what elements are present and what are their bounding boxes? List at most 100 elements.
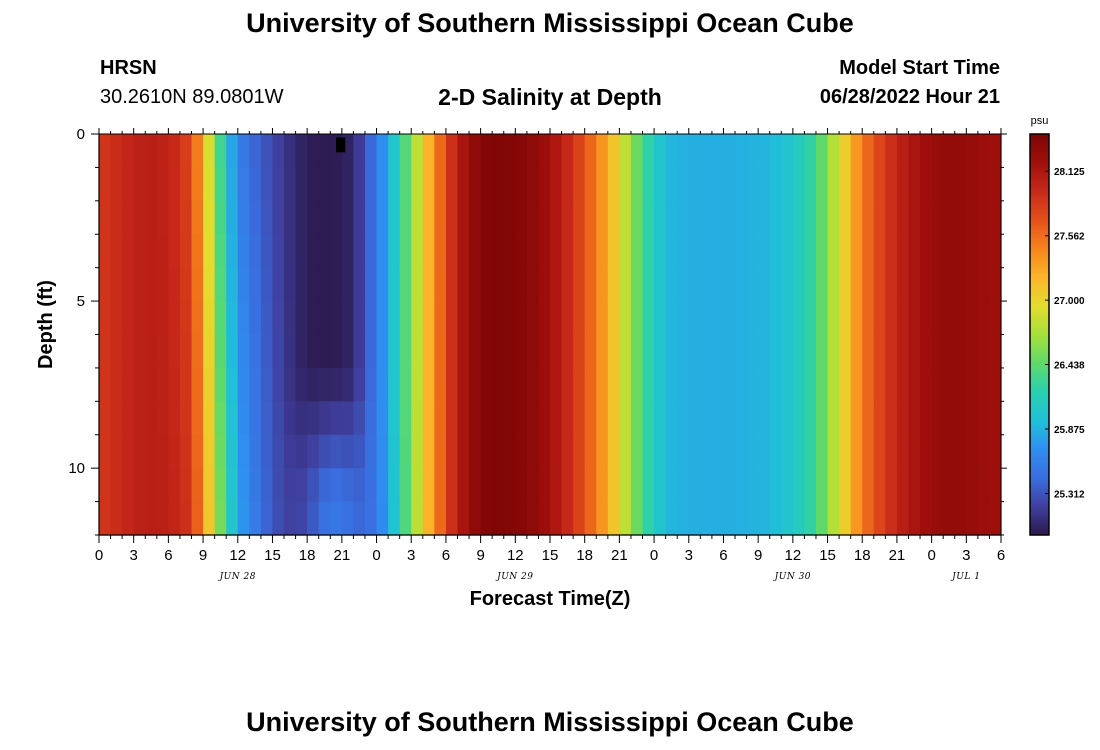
heatmap-cell [330,200,343,235]
heatmap-cell [943,167,956,202]
heatmap-cell [989,367,1002,402]
x-tick-label: 15 [264,547,281,564]
heatmap-cell [700,134,713,169]
heatmap-cell [781,367,794,402]
heatmap-cell [584,334,597,369]
heatmap-cell [272,134,285,169]
heatmap-cell [792,468,806,503]
heatmap-cell [642,200,655,235]
heatmap-cell [133,434,146,469]
heatmap-cell [885,334,898,369]
heatmap-cell [596,234,609,269]
heatmap-cell [526,134,540,169]
heatmap-cell [711,301,725,336]
colorbar-unit: psu [1031,115,1049,127]
heatmap-cell [237,301,250,336]
heatmap-cell [179,267,193,302]
heatmap-cell [179,334,193,369]
heatmap-cell [457,200,470,235]
heatmap-cell [156,468,169,503]
x-tick-label: 12 [507,547,524,564]
x-tick-label: 15 [819,547,836,564]
heatmap-cell [376,367,389,402]
heatmap-cell [931,134,944,169]
heatmap-cell [434,234,447,269]
heatmap-cell [619,134,632,169]
heatmap-cell [168,200,181,235]
heatmap-cell [503,301,516,336]
heatmap-cell [792,301,806,336]
heatmap-cell [735,501,748,536]
heatmap-cell [538,267,551,302]
heatmap-cell [445,501,459,536]
heatmap-cell [873,234,886,269]
heatmap-cell [885,167,898,202]
heatmap-cell [341,468,355,503]
heatmap-cell [804,267,817,302]
y-axis-title: Depth (ft) [35,280,57,369]
heatmap-cell [630,134,644,169]
heatmap-cell [260,301,274,336]
heatmap-cell [422,234,435,269]
heatmap-cell [492,501,505,536]
heatmap-cell [769,200,782,235]
heatmap-cell [619,367,632,402]
heatmap-cell [723,267,736,302]
heatmap-cell [133,334,146,369]
heatmap-cell [839,267,852,302]
heatmap-cell [492,301,505,336]
heatmap-cell [503,468,516,503]
heatmap-cell [896,334,910,369]
heatmap-cell [688,468,701,503]
heatmap-cell [931,267,944,302]
heatmap-cell [827,234,840,269]
heatmap-cell [480,234,493,269]
heatmap-cell [850,367,863,402]
heatmap-cell [885,301,898,336]
heatmap-cell [122,167,135,202]
heatmap-cell [237,367,250,402]
heatmap-cell [977,167,991,202]
heatmap-cell [341,401,355,436]
heatmap-cell [214,468,227,503]
heatmap-cell [966,501,979,536]
heatmap-cell [353,434,366,469]
heatmap-cell [168,401,181,436]
heatmap-cell [746,234,759,269]
heatmap-cell [607,367,620,402]
heatmap-cell [758,134,771,169]
heatmap-cell [110,501,123,536]
heatmap-cell [515,367,528,402]
heatmap-cell [642,434,655,469]
heatmap-cell [550,267,563,302]
heatmap-cell [122,501,135,536]
heatmap-cell [469,134,482,169]
heatmap-cell [677,401,690,436]
heatmap-cell [179,367,193,402]
heatmap-cell [307,434,320,469]
heatmap-cell [434,200,447,235]
heatmap-cell [364,134,378,169]
heatmap-cell [677,167,690,202]
heatmap-cell [607,468,620,503]
heatmap-cell [966,434,979,469]
heatmap-cell [873,501,886,536]
heatmap-cell [399,167,412,202]
heatmap-cell [642,267,655,302]
heatmap-cell [839,401,852,436]
heatmap-cell [630,468,644,503]
heatmap-cell [943,234,956,269]
heatmap-cell [515,401,528,436]
heatmap-cell [561,434,574,469]
heatmap-cell [214,501,227,536]
heatmap-cell [607,167,620,202]
heatmap-cell [364,167,378,202]
heatmap-cell [619,200,632,235]
heatmap-cell [839,301,852,336]
heatmap-cell [526,468,540,503]
heatmap-cell [295,200,308,235]
heatmap-cell [758,434,771,469]
heatmap-cell [723,234,736,269]
heatmap-cell [272,167,285,202]
heatmap-cell [411,167,424,202]
